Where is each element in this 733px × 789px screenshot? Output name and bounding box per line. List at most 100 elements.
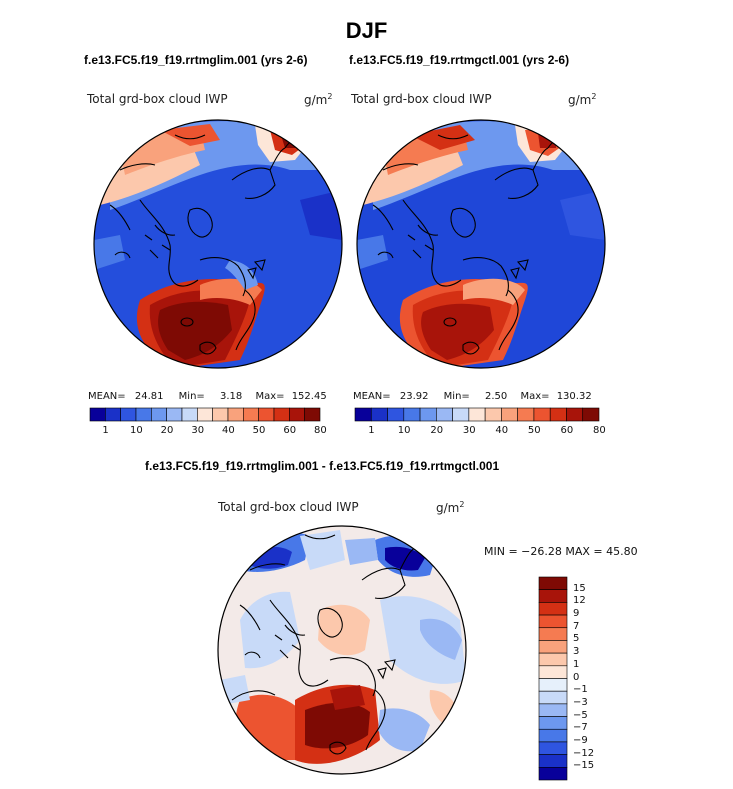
diff-colorbar-tick-label: −7 [573,722,588,734]
left-colorbar-swatch [258,407,275,422]
right-colorbar-swatch [354,407,372,422]
right-colorbar-swatch [582,407,600,422]
diff-panel-units: g/m2 [436,500,465,515]
left-colorbar-swatch [227,407,244,422]
diff-colorbar-swatch [538,716,568,730]
diff-colorbar-swatch [538,665,568,679]
right-colorbar-tick-label: 40 [495,425,509,436]
diff-colorbar-tick-label: 7 [573,620,580,632]
left-colorbar-tick-label: 1 [102,425,109,436]
diff-colorbar-swatch [538,602,568,616]
diff-colorbar-tick-label: 1 [573,658,580,670]
right-mean-label: MEAN= [353,391,391,402]
diff-colorbar-tick-label: 12 [573,595,586,607]
left-max-value: 152.45 [291,391,327,402]
diff-colorbar-swatch [538,640,568,654]
right-colorbar-tick-label: 50 [527,425,541,436]
diff-colorbar-tick-label: −12 [573,747,595,759]
left-colorbar-swatch [89,407,106,422]
left-colorbar-swatch [304,407,321,422]
right-colorbar-tick-label: 80 [593,425,606,436]
diff-colorbar-swatch [538,589,568,603]
diff-colorbar-tick-label: −15 [573,760,595,772]
right-colorbar-swatch [533,407,551,422]
right-colorbar-swatch [419,407,437,422]
diff-colorbar-tick-label: 9 [573,608,580,620]
diff-colorbar-tick-label: 0 [573,671,580,683]
left-colorbar-tick-label: 50 [252,425,266,436]
left-colorbar-tick-label: 80 [314,425,327,436]
right-panel-units: g/m2 [568,92,597,107]
diff-colorbar-tick-label: −9 [573,734,588,746]
left-colorbar [89,407,321,422]
right-max-value: 130.32 [556,391,592,402]
right-mean-value: 23.92 [399,391,429,402]
figure-title: DJF [345,18,388,43]
right-panel-variable: Total grd-box cloud IWP [351,92,492,106]
diff-colorbar-tick-label: −3 [573,696,588,708]
left-panel-variable: Total grd-box cloud IWP [87,92,228,106]
diff-polar-map [218,526,466,774]
right-colorbar-swatch [370,407,388,422]
right-max-label: Max= [520,391,550,402]
right-colorbar-swatch [484,407,502,422]
left-colorbar-swatch [120,407,137,422]
right-colorbar-swatch [501,407,518,422]
left-colorbar-swatch [197,407,213,422]
left-colorbar-swatch [212,407,229,422]
diff-colorbar-swatch [538,627,568,641]
right-colorbar-swatch [549,407,567,422]
left-colorbar-swatch [135,407,152,422]
left-case-title: f.e13.FC5.f19_f19.rrtmglim.001 (yrs 2-6) [84,53,308,67]
diff-stats: MIN = −26.28 MAX = 45.80 [484,545,638,558]
right-colorbar-tick-label: 20 [430,425,444,436]
diff-colorbar-tick-label: 5 [573,633,580,645]
left-colorbar-swatch [243,407,259,422]
diff-colorbar-swatch [538,678,568,692]
diff-case-title: f.e13.FC5.f19_f19.rrtmglim.001 - f.e13.F… [145,459,500,473]
right-colorbar-tick-label: 60 [560,425,574,436]
left-mean-label: MEAN= [88,391,126,402]
diff-colorbar-swatch [538,703,568,717]
left-colorbar-swatch [166,407,183,422]
right-colorbar-swatch [452,407,470,422]
right-colorbar-swatch [387,407,405,422]
right-colorbar-tick-label: 10 [397,425,411,436]
left-colorbar-tick-label: 30 [191,425,205,436]
diff-colorbar-tick-label: −1 [573,684,588,696]
left-max-label: Max= [255,391,285,402]
left-colorbar-swatch [273,407,290,422]
diff-colorbar-swatch [538,652,568,667]
diff-panel-variable: Total grd-box cloud IWP [218,500,359,514]
right-colorbar-swatch [566,407,584,422]
diff-colorbar-tick-label: 15 [573,582,586,594]
left-min-value: 3.18 [219,391,243,402]
right-min-label: Min= [443,391,470,402]
left-colorbar-tick-label: 20 [160,425,174,436]
right-colorbar-swatch [436,407,453,422]
diff-colorbar-tick-label: −5 [573,709,588,721]
right-colorbar-swatch [468,407,486,422]
right-min-value: 2.50 [484,391,508,402]
left-colorbar-swatch [105,407,121,422]
left-colorbar-tick-label: 60 [283,425,297,436]
diff-colorbar-swatch [538,728,568,743]
right-colorbar-swatch [403,407,421,422]
diff-colorbar-swatch [538,767,568,781]
right-polar-map [357,120,605,368]
right-case-title: f.e13.FC5.f19_f19.rrtmgctl.001 (yrs 2-6) [349,53,570,67]
left-colorbar-tick-label: 40 [222,425,235,436]
right-stats: MEAN= 23.92 Min= 2.50 Max= 130.32 [353,391,592,402]
left-colorbar-swatch [289,407,305,422]
left-colorbar-swatch [151,407,167,422]
diff-colorbar-swatch [538,754,568,768]
left-panel-units: g/m2 [304,92,333,107]
diff-colorbar-swatch [538,614,568,629]
diff-colorbar-tick-label: 3 [573,646,580,658]
left-min-label: Min= [178,391,205,402]
right-colorbar-tick-label: 30 [462,425,476,436]
left-colorbar-swatch [181,407,198,422]
left-stats: MEAN= 24.81 Min= 3.18 Max= 152.45 [88,391,327,402]
left-colorbar-tick-label: 10 [130,425,143,436]
